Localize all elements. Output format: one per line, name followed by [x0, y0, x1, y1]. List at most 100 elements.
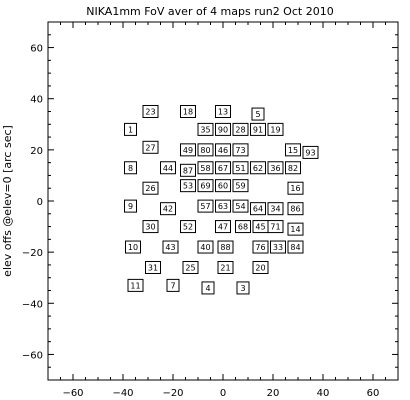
feed-marker: 53	[180, 179, 196, 193]
feed-marker: 60	[215, 179, 231, 193]
feed-label: 53	[183, 182, 193, 191]
x-tick-label: 0	[220, 388, 226, 399]
feed-marker: 68	[235, 220, 251, 234]
feed-box	[201, 281, 215, 295]
feed-box	[180, 163, 196, 177]
feed-label: 36	[270, 164, 280, 173]
feed-marker: 20	[252, 260, 269, 274]
y-tick-label: −20	[22, 248, 43, 259]
feed-marker: 80	[197, 143, 214, 157]
feed-box	[166, 278, 180, 292]
feed-box	[302, 145, 319, 159]
axis-tick-labels: −60 −40 −20 0 20 40 60 −60 −40 −20 0 20 40 60	[22, 44, 379, 399]
feed-marker: 67	[215, 161, 231, 175]
feed-box	[217, 260, 234, 274]
feed-box	[267, 202, 284, 216]
feed-box	[215, 179, 231, 193]
feed-label: 71	[270, 223, 280, 232]
feed-label: 43	[165, 243, 175, 252]
feed-label: 27	[145, 143, 155, 152]
feed-marker: 91	[250, 122, 266, 136]
feed-box	[197, 143, 214, 157]
feed-box	[127, 278, 144, 292]
feed-marker: 84	[287, 240, 304, 254]
feed-box	[250, 202, 266, 216]
feed-box	[267, 220, 284, 234]
feed-label: 46	[218, 146, 228, 155]
feed-box	[285, 161, 301, 175]
feed-marker: 52	[180, 220, 196, 234]
feed-marker: 63	[215, 199, 231, 213]
feed-box	[232, 199, 249, 213]
feed-marker: 13	[215, 105, 231, 118]
feed-marker: 90	[215, 122, 231, 136]
feed-box	[162, 240, 179, 254]
y-tick-label: 40	[30, 95, 43, 106]
feed-label: 90	[218, 125, 228, 134]
feed-label: 86	[290, 205, 300, 214]
feed-box	[215, 105, 231, 118]
feed-label: 1	[128, 125, 133, 134]
y-tick-label: 60	[30, 44, 43, 55]
feed-marker: 45	[252, 220, 269, 234]
feed-label: 35	[200, 125, 210, 134]
feed-box	[197, 161, 214, 175]
feed-label: 73	[235, 146, 245, 155]
feed-label: 87	[183, 166, 193, 175]
feed-label: 52	[183, 223, 193, 232]
feed-box	[287, 222, 304, 236]
feed-box	[250, 122, 266, 136]
feed-marker: 57	[197, 199, 214, 213]
feed-label: 57	[200, 202, 210, 211]
feed-label: 34	[270, 205, 280, 214]
feed-marker: 4	[201, 281, 215, 295]
feed-label: 28	[235, 125, 245, 134]
x-tick-label: −60	[62, 388, 83, 399]
feed-box	[215, 143, 231, 157]
feed-box	[180, 179, 196, 193]
feed-label: 54	[235, 202, 245, 211]
feed-box	[142, 220, 159, 234]
feed-label: 14	[290, 225, 300, 234]
feed-label: 60	[218, 182, 228, 191]
feed-box	[232, 143, 249, 157]
feed-label: 18	[183, 108, 193, 117]
feed-box	[180, 143, 196, 157]
feed-marker: 46	[215, 143, 231, 157]
feed-marker: 59	[232, 179, 249, 193]
feed-marker: 88	[217, 240, 234, 254]
feed-label: 51	[235, 164, 245, 173]
feed-label: 76	[255, 243, 265, 252]
feed-marker: 82	[285, 161, 301, 175]
feed-box	[197, 179, 214, 193]
feed-label: 23	[145, 108, 155, 117]
feed-box	[182, 260, 199, 274]
feed-label: 8	[128, 164, 133, 173]
feed-marker: 26	[142, 181, 159, 195]
feed-label: 19	[270, 125, 280, 134]
x-tick-label: −20	[162, 388, 183, 399]
feed-marker: 47	[215, 220, 231, 234]
feed-marker: 40	[197, 240, 214, 254]
feed-marker: 35	[197, 122, 214, 136]
feed-label: 63	[218, 202, 228, 211]
feed-marker: 87	[180, 163, 196, 177]
feed-box	[267, 122, 284, 136]
feed-box	[232, 179, 249, 193]
feed-label: 91	[253, 125, 263, 134]
feed-box	[285, 143, 301, 157]
feed-box	[215, 161, 231, 175]
feed-box	[270, 240, 286, 254]
feed-marker: 3	[236, 281, 250, 295]
feed-box	[160, 161, 176, 175]
feed-marker: 11	[127, 278, 144, 292]
feed-marker: 14	[287, 222, 304, 236]
feed-label: 33	[273, 243, 283, 252]
feed-marker: 7	[166, 278, 180, 292]
feed-box	[236, 281, 250, 295]
feed-marker: 8	[124, 161, 137, 175]
feed-box	[142, 105, 159, 118]
feed-marker: 27	[142, 140, 159, 154]
feed-marker: 58	[197, 161, 214, 175]
